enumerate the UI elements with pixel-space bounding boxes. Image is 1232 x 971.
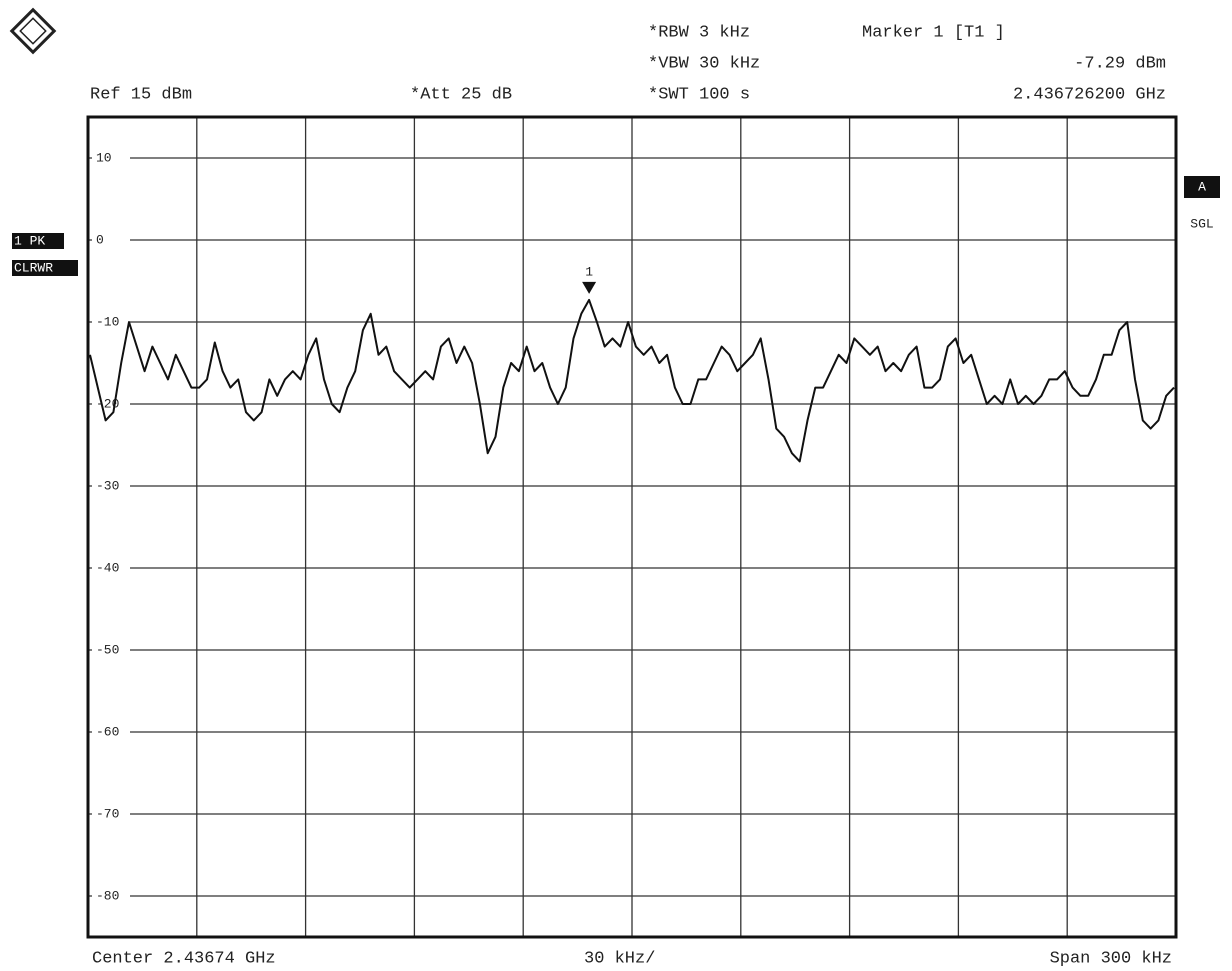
- sweep-mode: SGL: [1190, 216, 1213, 231]
- plot-frame: [86, 115, 1178, 939]
- y-tick-label-bg: [92, 149, 130, 167]
- y-tick-label: 0: [96, 232, 104, 247]
- ref-level: Ref 15 dBm: [90, 85, 192, 104]
- marker-name: Marker 1 [T1 ]: [862, 23, 1005, 42]
- marker-frequency: 2.436726200 GHz: [1013, 85, 1166, 104]
- detector: 1 PK: [14, 233, 45, 248]
- vbw: *VBW 30 kHz: [648, 54, 760, 73]
- y-tick-label: -70: [96, 806, 119, 821]
- y-tick-label-bg: [92, 559, 130, 577]
- trace-line: [89, 298, 1175, 463]
- y-tick-label-bg: [92, 313, 130, 331]
- trace-box: [1184, 176, 1220, 198]
- y-tick-label-bg: [92, 231, 130, 249]
- y-tick-label: -60: [96, 724, 119, 739]
- mode: CLRWR: [14, 260, 53, 275]
- sweep-time: *SWT 100 s: [648, 85, 750, 104]
- y-tick-label: -80: [96, 888, 119, 903]
- marker-level: -7.29 dBm: [1074, 54, 1166, 73]
- y-tick-label: -50: [96, 642, 119, 657]
- y-tick-label-bg: [92, 477, 130, 495]
- y-tick-label: -40: [96, 560, 119, 575]
- y-tick-label-bg: [92, 805, 130, 823]
- mode-box: [12, 260, 78, 276]
- y-tick-label: 10: [96, 150, 112, 165]
- center-frequency: Center 2.43674 GHz: [92, 949, 276, 968]
- marker-triangle: [582, 281, 597, 294]
- y-tick-label: -30: [96, 478, 119, 493]
- span: Span 300 kHz: [1050, 949, 1172, 968]
- y-tick-label-bg: [92, 723, 130, 741]
- attenuation: *Att 25 dB: [410, 85, 512, 104]
- detector-box: [12, 233, 64, 249]
- division: 30 kHz/: [584, 949, 655, 968]
- y-tick-label-bg: [92, 641, 130, 659]
- marker-label: 1: [585, 264, 593, 279]
- rbw: *RBW 3 kHz: [648, 23, 750, 42]
- trace: A: [1198, 179, 1206, 194]
- logo: [9, 7, 57, 55]
- y-tick-label: -10: [96, 314, 119, 329]
- y-tick-label-bg: [92, 887, 130, 905]
